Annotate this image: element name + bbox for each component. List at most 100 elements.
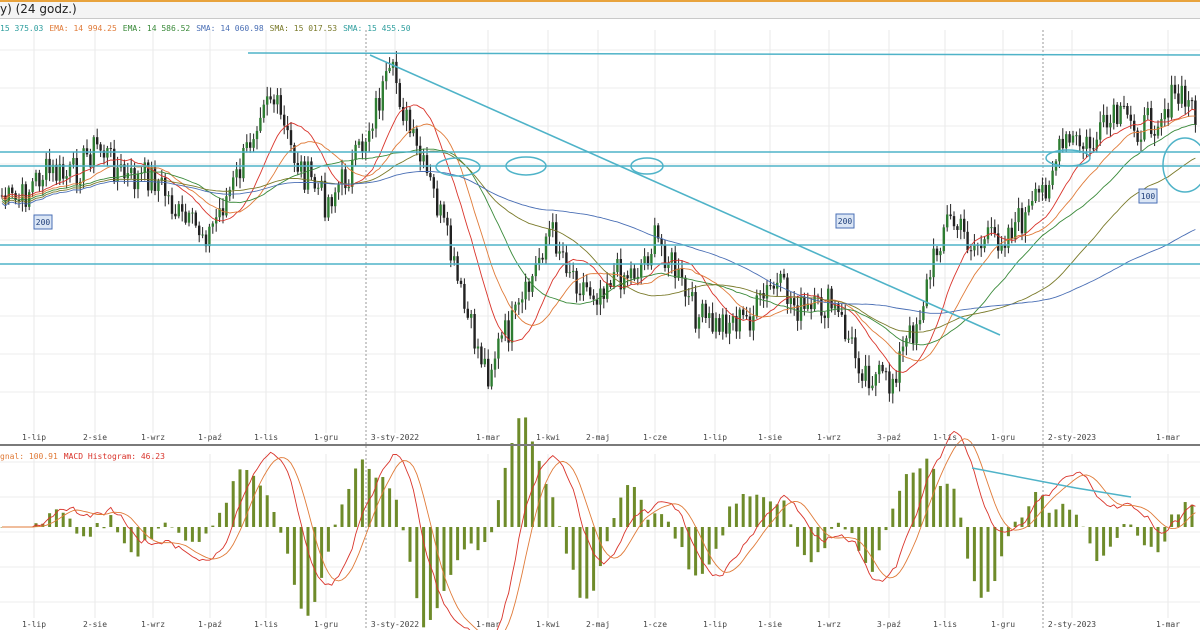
macd-histogram-bar bbox=[619, 497, 623, 527]
candle-body bbox=[51, 164, 55, 174]
macd-histogram-bar bbox=[442, 527, 446, 591]
ema-line-orange bbox=[1, 115, 1196, 362]
macd-histogram-bar bbox=[374, 477, 378, 527]
macd-histogram-bar bbox=[721, 527, 725, 536]
candle-body bbox=[266, 96, 269, 105]
candle-body bbox=[568, 272, 571, 274]
candle-body bbox=[612, 272, 616, 287]
macd-histogram-bar bbox=[476, 527, 480, 551]
candle-body bbox=[1177, 93, 1180, 104]
legend-item-0: 15 375.03 bbox=[0, 24, 44, 33]
candle-body bbox=[306, 161, 310, 190]
candle-body bbox=[983, 239, 986, 249]
candle-body bbox=[1129, 114, 1132, 121]
candle-body bbox=[133, 168, 136, 190]
candle-body bbox=[1126, 106, 1129, 115]
candle-body bbox=[1051, 170, 1054, 185]
candle-body bbox=[459, 280, 463, 284]
candle-body bbox=[368, 130, 371, 142]
candle-body bbox=[555, 222, 558, 254]
macd-histogram-bar bbox=[986, 527, 990, 592]
candle-body bbox=[388, 67, 391, 72]
candle-body bbox=[21, 184, 24, 202]
candle-body bbox=[1014, 222, 1017, 239]
macd-histogram-bar bbox=[714, 527, 718, 549]
macd-histogram-bar bbox=[1074, 514, 1078, 527]
macd-histogram-bar bbox=[809, 527, 813, 563]
macd-histogram-bar bbox=[1000, 527, 1004, 557]
candle-body bbox=[997, 233, 1000, 251]
candle-body bbox=[735, 316, 738, 332]
macd-x-tick-label: 1-lip bbox=[22, 620, 46, 629]
macd-histogram-bar bbox=[850, 527, 854, 534]
x-tick-label: 1-lip bbox=[703, 433, 727, 442]
candle-body bbox=[650, 253, 653, 266]
x-tick-label: 1-wrz bbox=[141, 433, 165, 442]
macd-histogram-bar bbox=[190, 527, 194, 542]
macd-histogram-bar bbox=[1054, 509, 1058, 527]
candle-body bbox=[252, 139, 255, 148]
ma-badge-label: 100 bbox=[1141, 192, 1156, 201]
candle-body bbox=[208, 226, 211, 247]
candle-body bbox=[344, 169, 347, 189]
candle-body bbox=[1105, 114, 1109, 128]
macd-histogram-bar bbox=[911, 472, 915, 527]
macd-histogram-bar bbox=[1061, 503, 1065, 527]
candle-body bbox=[1153, 133, 1156, 136]
candle-body bbox=[963, 218, 966, 232]
candle-body bbox=[351, 159, 354, 187]
macd-histogram-bar bbox=[612, 518, 616, 527]
macd-x-tick-label: 1-gru bbox=[991, 620, 1015, 629]
x-tick-label: 2-sty-2023 bbox=[1048, 433, 1096, 442]
candle-body bbox=[728, 322, 731, 334]
macd-histogram-bar bbox=[551, 497, 555, 527]
candle-body bbox=[1037, 188, 1041, 193]
candle-body bbox=[463, 283, 466, 309]
macd-histogram-bar bbox=[340, 504, 344, 527]
candle-body bbox=[626, 275, 629, 279]
macd-histogram-bar bbox=[1142, 527, 1146, 546]
candle-body bbox=[1170, 84, 1173, 118]
candle-body bbox=[153, 167, 157, 192]
candle-body bbox=[374, 98, 378, 129]
candle-body bbox=[973, 244, 976, 251]
macd-histogram-bar bbox=[292, 527, 296, 585]
macd-histogram-bar bbox=[530, 441, 534, 527]
candle-body bbox=[1092, 148, 1095, 150]
candle-body bbox=[881, 364, 884, 372]
candle-body bbox=[636, 276, 639, 279]
candle-body bbox=[1095, 139, 1098, 149]
candle-body bbox=[772, 285, 775, 289]
candle-body bbox=[1068, 134, 1071, 143]
candle-body bbox=[884, 371, 888, 373]
candle-body bbox=[398, 83, 401, 107]
candle-body bbox=[949, 214, 952, 217]
candle-body bbox=[1102, 114, 1105, 123]
macd-histogram-bar bbox=[707, 527, 711, 565]
candle-body bbox=[609, 283, 612, 287]
candle-body bbox=[238, 169, 242, 179]
candle-body bbox=[891, 378, 894, 394]
macd-divergence-line-1 bbox=[971, 467, 1077, 489]
candle-body bbox=[990, 227, 993, 229]
candle-body bbox=[538, 257, 541, 264]
panel-separator[interactable] bbox=[0, 444, 1200, 446]
macd-histogram-bar bbox=[122, 527, 126, 544]
candle-body bbox=[711, 313, 714, 332]
macd-histogram-bar bbox=[272, 512, 276, 527]
macd-histogram-bar bbox=[95, 523, 99, 527]
candle-body bbox=[296, 163, 299, 172]
macd-histogram-bar bbox=[639, 499, 643, 527]
candle-body bbox=[150, 167, 153, 191]
candle-body bbox=[334, 192, 337, 207]
candle-body bbox=[837, 304, 840, 313]
candle-body bbox=[1007, 227, 1010, 248]
candle-body bbox=[595, 299, 599, 305]
macd-histogram-bar bbox=[741, 494, 745, 527]
candle-body bbox=[619, 259, 622, 290]
candle-body bbox=[663, 245, 667, 269]
candle-body bbox=[215, 217, 218, 224]
macd-histogram-bar bbox=[496, 500, 500, 527]
macd-histogram-bar bbox=[428, 527, 432, 620]
